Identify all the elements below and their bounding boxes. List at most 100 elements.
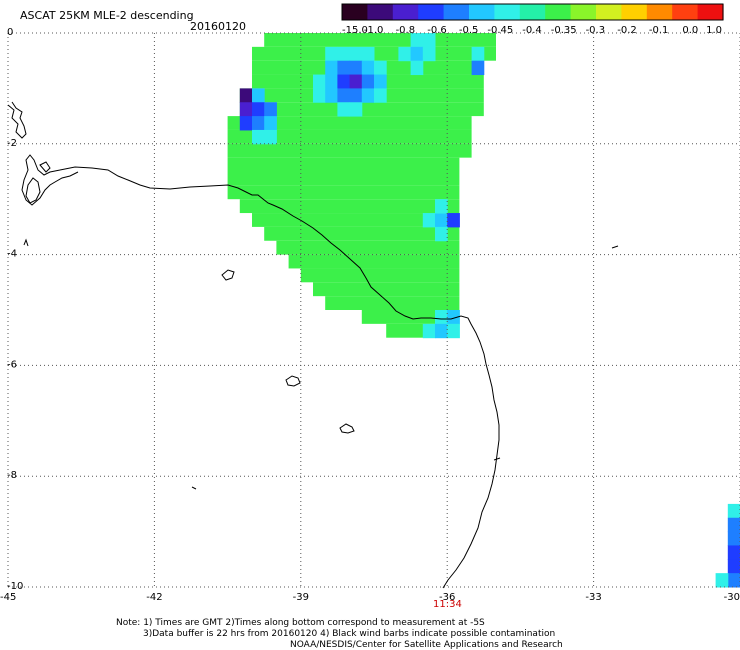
colorbar-swatch — [443, 4, 470, 20]
swath-cell — [374, 60, 387, 76]
colorbar-tick-label: -15.0 — [342, 25, 368, 36]
swath-cell — [410, 46, 424, 62]
colorbar-tick-label: -0.35 — [551, 25, 577, 36]
swath-cell — [447, 323, 460, 339]
swath-cell — [252, 88, 265, 103]
swath-cell — [727, 531, 740, 546]
swath-cell — [422, 323, 436, 339]
swath-cell — [410, 60, 424, 76]
swath-cell — [337, 88, 351, 103]
colorbar-swatch — [392, 4, 419, 20]
swath-cell — [361, 60, 375, 76]
swath-cell — [349, 60, 363, 76]
swath-cell — [447, 213, 460, 228]
swath-cell — [239, 102, 253, 117]
swath-cell — [325, 74, 338, 89]
swath-cell — [422, 213, 436, 228]
colorbar-tick-label: -0.4 — [522, 25, 542, 36]
swath-cell — [435, 323, 448, 339]
latitude-tick-label: -2 — [7, 138, 17, 149]
note-line-1: Note: 1) Times are GMT 2)Times along bot… — [116, 618, 485, 628]
amapa-coast — [7, 101, 27, 139]
swath-cell — [313, 88, 326, 103]
colorbar-swatch — [596, 4, 622, 20]
swath-cell — [264, 116, 277, 131]
swath-row — [227, 143, 472, 158]
swath-cell — [471, 46, 485, 62]
colorbar-tick-label: -0.1 — [649, 25, 669, 36]
swath-cell — [727, 517, 740, 533]
swath-cell — [337, 60, 351, 76]
swath-row — [227, 157, 460, 172]
swath-cell — [422, 33, 436, 48]
swath-row — [264, 226, 460, 241]
swath-cell — [398, 46, 412, 62]
swath-cell — [337, 102, 351, 117]
note-line-3: NOAA/NESDIS/Center for Satellite Applica… — [290, 640, 563, 650]
swath-row — [264, 33, 496, 47]
swath-cell — [727, 559, 740, 574]
colorbar-swatch — [519, 4, 546, 20]
swath-cell — [435, 213, 448, 228]
pass-time-label: 11:34 — [433, 599, 462, 610]
latitude-tick-label: -8 — [7, 470, 17, 481]
swath-row — [252, 213, 460, 227]
product-date: 20160120 — [190, 20, 246, 33]
colorbar-swatch — [621, 4, 648, 20]
swath-cell — [447, 310, 460, 325]
colorbar-swatch — [646, 4, 673, 20]
swath-cell — [313, 74, 326, 89]
islet-west-coast — [23, 238, 29, 247]
swath-cell — [325, 46, 338, 62]
swath-cell — [435, 226, 448, 242]
swath-row — [300, 268, 460, 283]
brazil-coastline — [59, 166, 500, 589]
colorbar-tick-label: -0.2 — [617, 25, 637, 36]
swath-cell — [374, 74, 387, 89]
inland-lake-1 — [285, 375, 301, 387]
swath-cell — [264, 129, 277, 145]
swath-cell — [374, 88, 387, 103]
swath-cell — [422, 46, 436, 62]
colorbar-swatch — [342, 4, 368, 20]
longitude-tick-label: -39 — [293, 592, 309, 603]
colorbar-swatch — [545, 4, 572, 20]
inland-lake-2 — [339, 423, 355, 434]
swath-cell — [325, 88, 338, 103]
swath-cell — [727, 503, 740, 519]
swath-cell — [252, 129, 265, 145]
colorbar-frame — [341, 3, 724, 21]
colorbar-tick-labels: -15.0-1.0 -0.8 -0.6 -0.5 -0.45 -0.4 -0.35 -0.3-… — [342, 25, 722, 36]
note-line-2: 3)Data buffer is 22 hrs from 20160120 4)… — [143, 629, 555, 639]
swath-cell — [410, 33, 424, 48]
swath-cell — [264, 102, 277, 117]
swath-cell — [349, 102, 363, 117]
colorbar-swatch — [570, 4, 597, 20]
product-title: ASCAT 25KM MLE-2 descending — [20, 9, 194, 22]
swath-row — [227, 185, 460, 200]
longitude-tick-label: -33 — [585, 592, 601, 603]
rocas-atoll-islet — [221, 269, 235, 281]
colorbar-swatch — [494, 4, 521, 20]
latitude-tick-label: -10 — [7, 581, 23, 592]
colorbar-tick-label: -0.45 — [487, 25, 513, 36]
colorbar-tick-label: 1.0 — [706, 25, 722, 36]
swath-cell — [252, 102, 265, 117]
swath-cell — [435, 310, 448, 325]
longitude-tick-label: -42 — [146, 592, 162, 603]
colorbar-tick-label: 0.0 — [682, 25, 698, 36]
longitude-tick-label: -45 — [0, 592, 16, 603]
swath-cell — [239, 88, 253, 103]
colorbar-tick-label: -0.6 — [427, 25, 447, 36]
swath-cell — [252, 116, 265, 131]
colorbar-swatch — [469, 4, 495, 20]
latitude-tick-label: -6 — [7, 359, 17, 370]
swath-cell — [337, 74, 351, 89]
swath-row — [227, 116, 472, 130]
swath-row — [227, 171, 460, 186]
latitude-tick-label: 0 — [7, 27, 13, 38]
colorbar-tick-label: -0.3 — [586, 25, 606, 36]
swath-row — [276, 240, 460, 255]
coastline-layer — [7, 101, 619, 589]
